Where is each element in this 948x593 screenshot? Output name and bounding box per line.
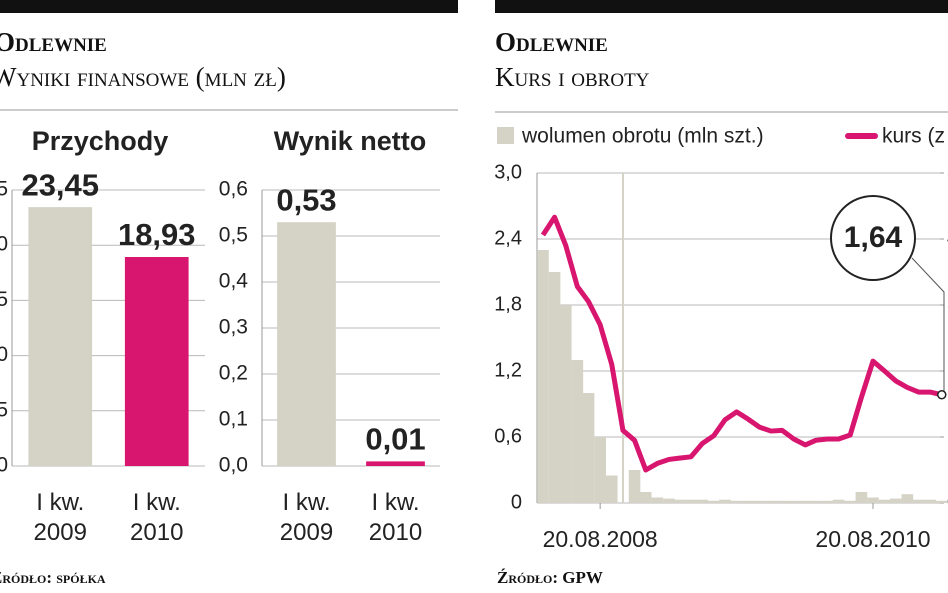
y-tick-label: 0,4 — [219, 270, 249, 293]
legend-label: wolumen obrotu (mln szt.) — [521, 125, 764, 148]
volume-bar — [621, 173, 624, 503]
bar — [366, 461, 425, 466]
header-bar — [495, 0, 948, 13]
x-tick-label: 20.08.2008 — [543, 526, 658, 552]
volume-bar — [935, 500, 948, 503]
price-line — [540, 214, 943, 473]
volume-bar — [844, 500, 856, 503]
leader-line — [911, 257, 945, 395]
bar — [277, 222, 336, 466]
value-label: 18,93 — [118, 217, 196, 252]
value-label: 0,53 — [276, 182, 336, 217]
annotation-circle — [830, 195, 916, 281]
end-marker — [937, 390, 947, 400]
volume-bar — [742, 500, 754, 503]
y-tick-label: 2,4 — [494, 227, 522, 249]
volume-bar — [707, 500, 720, 503]
volume-bar — [821, 500, 834, 503]
chart-title: Przychody — [32, 126, 169, 156]
volume-bar — [673, 499, 686, 503]
volume-bar — [776, 500, 788, 503]
value-label: 0,01 — [365, 422, 425, 457]
volume-bar — [832, 499, 845, 503]
legend-label: kurs (z — [882, 125, 945, 148]
x-tick-label: I kw. 2009 — [279, 489, 334, 546]
bar — [124, 257, 189, 466]
volume-bar — [628, 470, 641, 503]
y-tick-label: 0,5 — [219, 224, 248, 247]
y-tick-label: 0 — [511, 491, 522, 513]
panel-title: Odlewnie — [495, 27, 608, 57]
y-tick-label: 0 — [0, 454, 8, 477]
x-tick-label: I kw. 2010 — [368, 489, 423, 546]
volume-bar — [855, 492, 868, 503]
volume-bar — [582, 393, 595, 503]
source: Źródło: spółka — [0, 568, 106, 587]
y-tick-label: 5 — [0, 398, 8, 421]
volume-bar — [810, 500, 822, 503]
y-tick-label: 0,6 — [494, 425, 522, 447]
x-tick-label: 20.08.2010 — [815, 526, 930, 552]
panel-title: Odlewnie — [0, 27, 107, 57]
volume-bar — [901, 494, 914, 503]
panel-subtitle: Wyniki finansowe (mln zł) — [0, 62, 286, 92]
value-label: 23,45 — [21, 167, 99, 202]
volume-bar — [753, 500, 766, 503]
y-tick-label: 0,1 — [219, 408, 248, 431]
volume-bar — [889, 498, 902, 503]
volume-bar — [730, 500, 743, 503]
volume-bar — [537, 250, 549, 503]
volume-bar — [639, 492, 652, 503]
volume-bar — [719, 499, 731, 503]
volume-bar — [799, 500, 812, 503]
panel-subtitle: Kurs i obroty — [495, 62, 650, 92]
y-tick-label: 1,8 — [494, 293, 522, 315]
x-tick-label: I kw. 2010 — [130, 489, 184, 546]
y-tick-label: 0,6 — [219, 178, 248, 201]
volume-bar — [685, 499, 697, 503]
legend-swatch — [497, 127, 514, 144]
y-tick-label: 0,0 — [219, 454, 248, 477]
volume-bar — [548, 272, 561, 503]
volume-bar — [571, 360, 584, 503]
header-bar — [0, 0, 458, 13]
volume-bar — [651, 497, 664, 503]
y-tick-label: 10 — [0, 343, 8, 366]
chart-title: Wynik netto — [274, 126, 427, 156]
y-tick-label: 0,3 — [219, 316, 248, 339]
source: Źródło: GPW — [497, 568, 603, 587]
volume-bar — [912, 499, 925, 503]
volume-bar — [594, 437, 606, 503]
volume-bar — [924, 499, 936, 503]
y-tick-label: 25 — [0, 178, 8, 201]
y-tick-label: 3,0 — [494, 161, 522, 183]
annotation: 1,64 — [844, 221, 903, 254]
y-tick-label: 20 — [0, 233, 8, 256]
bar — [28, 207, 93, 466]
volume-bar — [605, 475, 618, 503]
y-tick-label: 1,2 — [494, 359, 522, 381]
volume-bar — [765, 500, 777, 503]
volume-bar — [663, 498, 675, 503]
volume-bar — [787, 500, 800, 503]
volume-bar — [696, 499, 708, 503]
volume-bar — [559, 305, 572, 503]
y-tick-label: 0,2 — [219, 362, 248, 385]
y-tick-label: 15 — [0, 288, 8, 311]
x-tick-label: I kw. 2009 — [33, 489, 87, 546]
volume-bar — [878, 499, 891, 503]
volume-bar — [867, 497, 879, 503]
